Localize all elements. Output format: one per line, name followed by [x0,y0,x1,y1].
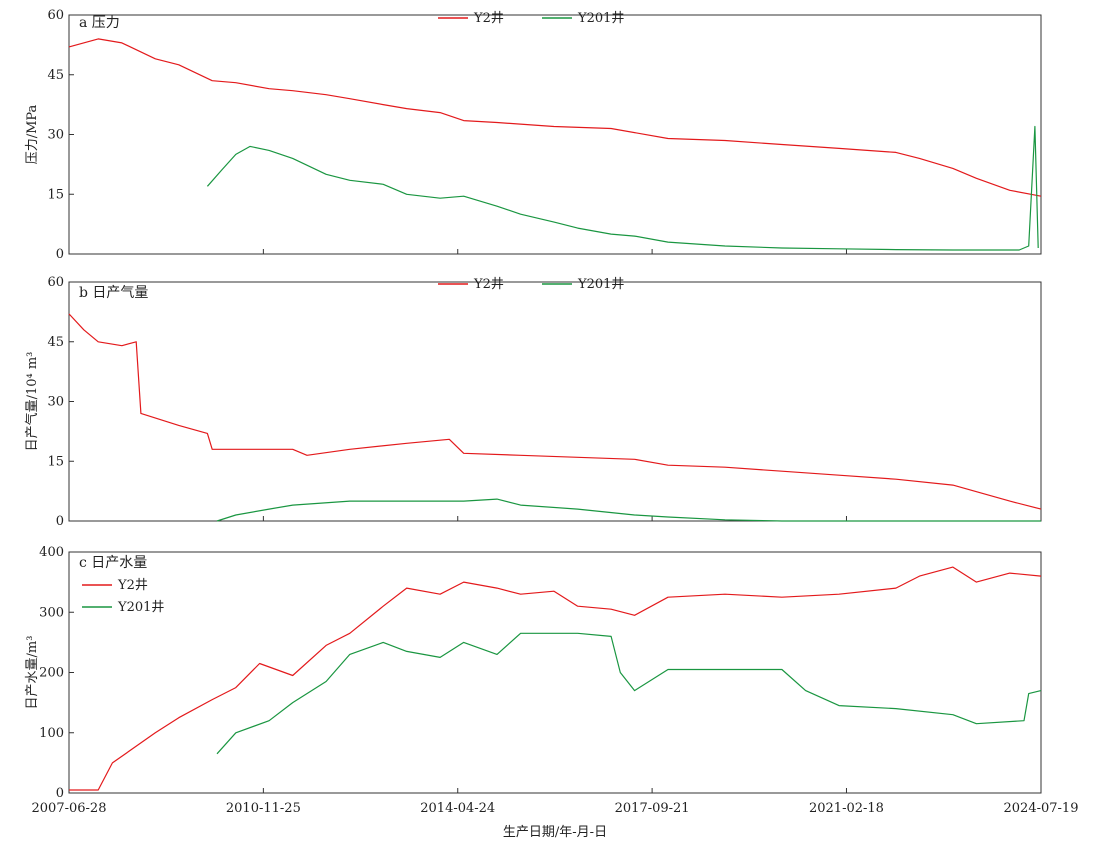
legend-label: Y201井 [577,277,624,292]
x-axis: 2007-06-28 2010-11-25 2014-04-24 2017-09-21… [32,801,1079,840]
x-tick-label: 2014-04-24 [420,801,495,816]
legend-label: Y201井 [117,600,164,615]
y-tick-label: 0 [56,514,64,529]
y-tick-label: 45 [47,335,64,350]
panel-title: b 日产气量 [79,285,148,301]
y-axis-title: 日产水量/m³ [25,636,40,710]
y-tick-label: 0 [56,786,64,801]
plot-frame [68,14,1042,255]
x-tick-label: 2017-09-21 [615,801,690,816]
legend-label: Y2井 [473,277,504,292]
y-tick-label: 200 [39,666,64,681]
x-tick-label: 2021-02-18 [809,801,884,816]
y-tick-label: 30 [47,395,64,410]
y-tick-label: 45 [47,68,64,83]
series-line-y201 [216,632,1042,755]
y-tick-label: 15 [47,187,64,202]
y-tick-label: 100 [39,726,64,741]
legend-label: Y2井 [117,578,148,593]
y-axis-title: 日产气量/10⁴ m³ [24,352,40,452]
y-tick-label: 60 [47,8,64,23]
series-line-y2 [69,566,1042,791]
series-line-y2 [68,38,1042,197]
series-line-y2 [68,313,1042,510]
x-axis-title: 生产日期/年-月-日 [503,825,607,840]
y-tick-label: 30 [47,128,64,143]
y-tick-label: 400 [39,545,64,560]
y-axis-title: 压力/MPa [25,104,40,164]
panel-title: c 日产水量 [79,555,147,571]
y-tick-label: 300 [39,605,64,620]
y-tick-label: 60 [47,275,64,290]
plot-frame [68,281,1042,522]
series-line-y201 [206,125,1039,251]
series-line-y201 [216,498,1041,522]
legend-label: Y2井 [473,11,504,26]
x-tick-label: 2010-11-25 [226,801,301,816]
x-tick-label: 2007-06-28 [32,801,107,816]
panel-title: a 压力 [79,15,120,31]
y-tick-label: 15 [47,454,64,469]
x-tick-label: 2024-07-19 [1004,801,1079,816]
legend-label: Y201井 [577,11,624,26]
y-tick-label: 0 [56,247,64,262]
